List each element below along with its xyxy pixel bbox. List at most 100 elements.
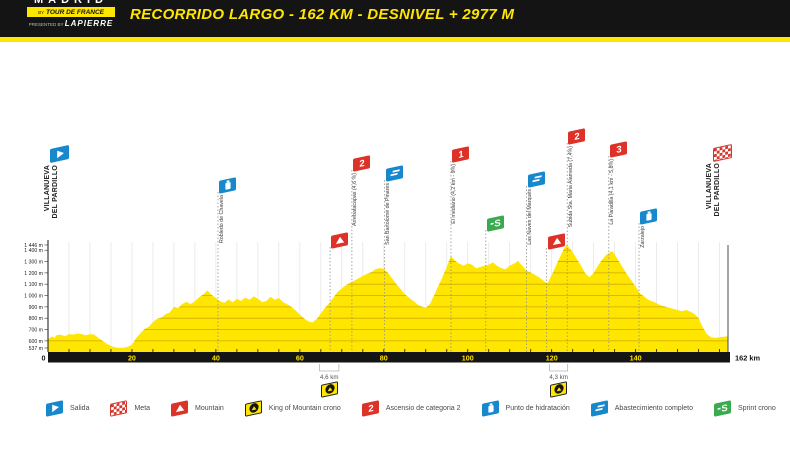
- legend-label: Salida: [70, 404, 90, 412]
- legend-label: Punto de hidratación: [505, 404, 570, 412]
- x-minor-tick: [488, 349, 490, 352]
- marker-label: Zarzalejo: [639, 225, 646, 248]
- x-minor-tick: [236, 349, 238, 352]
- x-minor-tick: [194, 349, 196, 352]
- x-tick-label: 100: [462, 354, 474, 363]
- legend-item-meta: Meta: [110, 400, 151, 417]
- legend-item-hidratacion: Punto de hidratación: [481, 400, 570, 417]
- svg-text:S: S: [494, 218, 501, 230]
- cat2-glyph: 2: [368, 403, 373, 414]
- x-end-label: 162 km: [735, 354, 760, 363]
- marker-label: Subida Sta. Maria Alameda (7,4%): [567, 145, 574, 227]
- kom-crono-glyph: [248, 403, 258, 413]
- x-minor-tick: [446, 349, 448, 352]
- y-tick-label: 1 400 m: [24, 248, 43, 254]
- sprint-flag-icon: S: [486, 215, 504, 232]
- x-zero-label: 0: [42, 354, 46, 363]
- x-minor-tick: [215, 349, 217, 352]
- logo-race-text: BY TOUR DE FRANCE: [27, 7, 115, 17]
- x-minor-tick: [551, 349, 553, 352]
- mountain-glyph: [175, 405, 184, 413]
- salida-flag-icon: [50, 144, 69, 163]
- start-town-label: VILLANUEVA DEL PARDILLO: [44, 165, 59, 219]
- hidratacion-glyph: [487, 403, 493, 414]
- x-minor-tick: [719, 349, 721, 352]
- x-axis-bar: [48, 352, 730, 363]
- cat1-glyph: 1: [458, 149, 464, 160]
- x-tick-label: 20: [128, 354, 136, 363]
- kom-crono-flag-icon: [244, 400, 262, 417]
- legend-item-salida: Salida: [46, 400, 90, 417]
- cat2-flag-icon: 2: [361, 400, 379, 417]
- kom-crono-flag-icon: [320, 381, 338, 398]
- abastecimiento-flag-icon: [527, 171, 545, 188]
- meta-flag-icon: [110, 400, 128, 417]
- svg-text:2: 2: [359, 158, 364, 169]
- cat2-flag-icon: 2: [568, 128, 586, 145]
- x-minor-tick: [152, 349, 154, 352]
- svg-text:2: 2: [574, 131, 579, 142]
- finish-town-label: VILLANUEVA DEL PARDILLO: [706, 163, 721, 217]
- x-minor-tick: [110, 349, 112, 352]
- x-minor-tick: [698, 349, 700, 352]
- x-minor-tick: [278, 349, 280, 352]
- lapierre-brand-text: LAPIERRE: [64, 19, 114, 28]
- cat1-flag-icon: 1: [451, 146, 469, 163]
- presented-by-text: PRESENTED BY: [28, 22, 64, 27]
- x-minor-tick: [341, 349, 343, 352]
- x-minor-tick: [425, 349, 427, 352]
- y-tick-label: 600 m: [29, 339, 43, 345]
- x-minor-tick: [257, 349, 259, 352]
- mountain-glyph: [335, 237, 344, 245]
- marker-label: La Paradilla (4,1 km - 5,8%): [609, 158, 616, 225]
- abastecimiento-glyph: [531, 175, 541, 183]
- marker-label: Robledo de Chavela: [218, 194, 225, 243]
- x-minor-tick: [131, 349, 133, 352]
- x-minor-tick: [299, 349, 301, 352]
- x-minor-tick: [656, 349, 658, 352]
- hidratacion-flag-icon: [640, 208, 657, 225]
- x-minor-tick: [572, 349, 574, 352]
- y-tick-label: 537 m: [29, 346, 43, 352]
- x-minor-tick: [362, 349, 364, 352]
- legend-item-mountain: Mountain: [171, 400, 224, 417]
- kom-crono-glyph: [554, 384, 564, 394]
- x-tick-label: 40: [212, 354, 220, 363]
- x-minor-tick: [404, 349, 406, 352]
- x-tick-label: 60: [296, 354, 304, 363]
- y-tick-label: 1 446 m: [24, 243, 43, 249]
- y-tick-label: 1 000 m: [24, 293, 43, 299]
- hidratacion-glyph: [224, 180, 231, 191]
- sprint-glyph: S: [717, 403, 728, 415]
- cat2-glyph: 2: [574, 131, 579, 142]
- y-tick-label: 700 m: [29, 327, 43, 333]
- abastecimiento-flag-icon: [590, 400, 608, 417]
- legend-item-sprint: S Sprint crono: [713, 400, 776, 417]
- legend: Salida Meta Mountain King of Mountain crono…: [46, 400, 790, 417]
- x-tick-label: 80: [380, 354, 388, 363]
- legend-label: Mountain: [195, 404, 224, 412]
- mountain-flag-icon: [171, 400, 189, 417]
- abastecimiento-flag-icon: [385, 165, 403, 182]
- x-minor-tick: [677, 349, 679, 352]
- x-minor-tick: [509, 349, 511, 352]
- crono-bracket: [319, 364, 340, 372]
- svg-text:3: 3: [616, 144, 621, 155]
- x-minor-tick: [320, 349, 322, 352]
- legend-label: Meta: [134, 404, 151, 412]
- svg-text:S: S: [721, 403, 728, 415]
- svg-text:1: 1: [458, 149, 464, 160]
- legend-label: Abastecimiento completo: [614, 404, 693, 412]
- x-minor-tick: [530, 349, 532, 352]
- x-minor-tick: [68, 349, 70, 352]
- legend-item-kom-crono: King of Mountain crono: [244, 400, 341, 417]
- header-yellow-stripe: [0, 37, 790, 42]
- svg-text:2: 2: [368, 403, 373, 414]
- cat2-flag-icon: 2: [352, 155, 370, 172]
- y-tick-label: 800 m: [29, 316, 43, 322]
- salida-flag-icon: [46, 400, 63, 417]
- legend-label: King of Mountain crono: [268, 404, 341, 412]
- abastecimiento-glyph: [389, 169, 400, 177]
